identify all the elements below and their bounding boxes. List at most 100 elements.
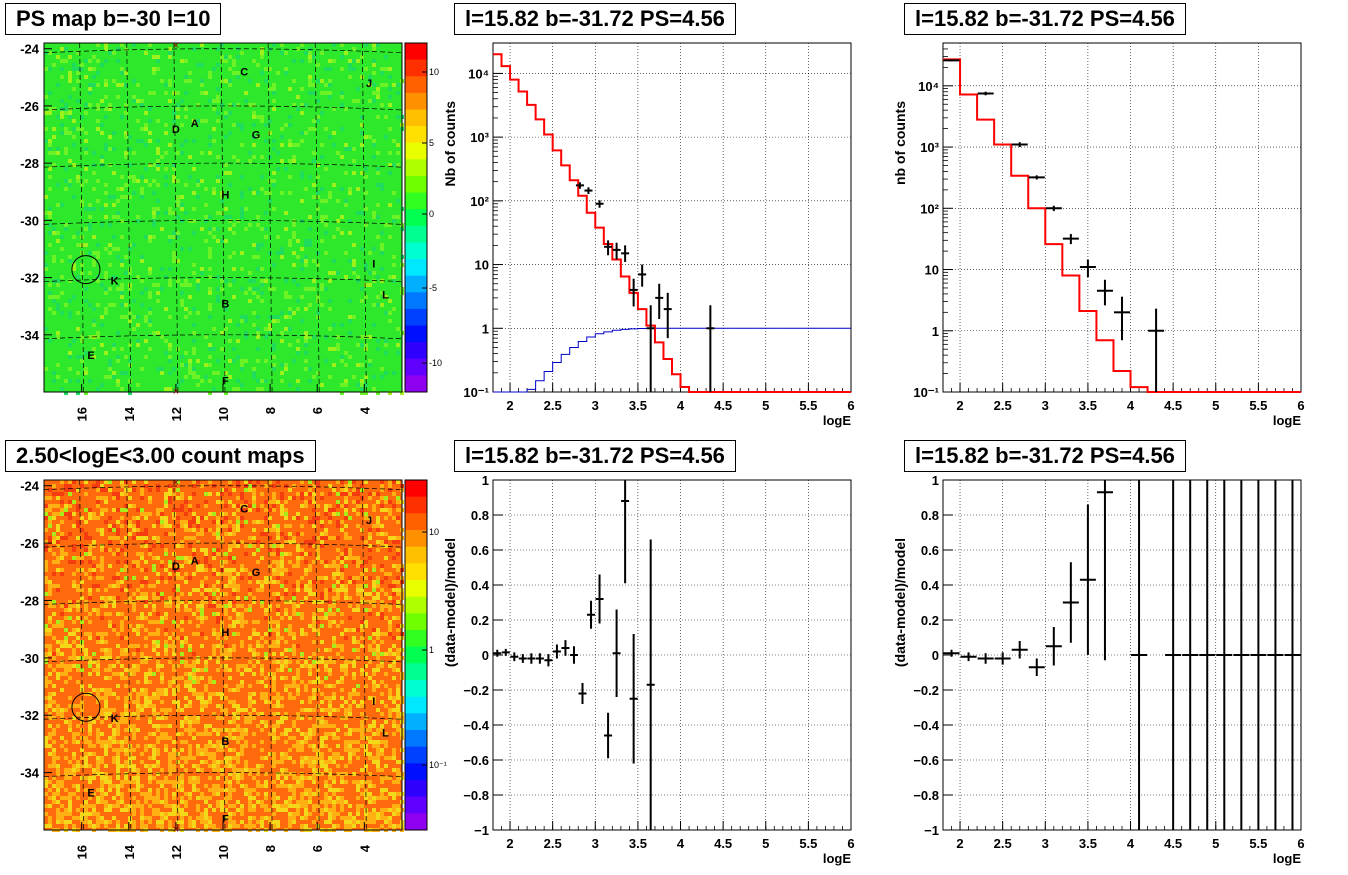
map-pixel — [48, 516, 52, 520]
map-pixel — [256, 632, 260, 636]
map-pixel — [104, 79, 108, 83]
colorbar-swatch — [405, 813, 427, 831]
map-x-tick-label: 6 — [310, 845, 325, 852]
map-pixel — [108, 516, 112, 520]
map-pixel — [48, 508, 52, 512]
map-pixel — [316, 63, 320, 67]
map-pixel — [136, 708, 140, 712]
map-pixel — [92, 720, 96, 724]
map-pixel — [388, 824, 392, 828]
map-pixel — [308, 776, 312, 780]
map-pixel — [52, 584, 56, 588]
map-pixel — [84, 776, 88, 780]
map-pixel — [192, 271, 196, 275]
map-pixel — [328, 708, 332, 712]
map-pixel — [52, 668, 56, 672]
map-pixel — [60, 568, 64, 572]
map-pixel — [44, 708, 48, 712]
map-pixel — [156, 668, 160, 672]
map-pixel — [88, 271, 92, 275]
map-pixel — [164, 748, 168, 752]
map-pixel — [164, 151, 168, 155]
map-pixel — [320, 640, 324, 644]
map-pixel — [72, 488, 76, 492]
map-pixel — [348, 708, 352, 712]
map-pixel — [224, 79, 228, 83]
map-pixel — [300, 664, 304, 668]
map-pixel — [172, 668, 176, 672]
map-pixel — [180, 508, 184, 512]
map-pixel — [128, 287, 132, 291]
map-pixel — [252, 311, 256, 315]
map-pixel — [372, 796, 376, 800]
map-pixel — [396, 776, 400, 780]
map-pixel — [48, 504, 52, 508]
map-pixel — [164, 275, 168, 279]
map-pixel — [264, 640, 268, 644]
map-pixel — [80, 484, 84, 488]
map-pixel — [376, 684, 380, 688]
map-pixel — [240, 744, 244, 748]
map-pixel — [228, 804, 232, 808]
map-pixel — [172, 652, 176, 656]
map-pixel — [212, 692, 216, 696]
map-pixel — [396, 496, 400, 500]
map-pixel — [180, 576, 184, 580]
map-pixel — [128, 672, 132, 676]
map-pixel — [80, 588, 84, 592]
map-pixel — [356, 363, 360, 367]
map-pixel — [272, 580, 276, 584]
map-pixel — [108, 656, 112, 660]
graticule-latitude — [43, 714, 403, 720]
map-pixel — [124, 764, 128, 768]
map-pixel — [204, 660, 208, 664]
map-pixel — [352, 315, 356, 319]
map-pixel — [340, 704, 344, 708]
map-pixel — [104, 95, 108, 99]
map-pixel — [56, 820, 60, 824]
map-pixel — [268, 508, 272, 512]
map-pixel — [188, 311, 192, 315]
map-pixel — [288, 696, 292, 700]
map-pixel — [312, 696, 316, 700]
map-pixel — [380, 664, 384, 668]
map-pixel — [96, 516, 100, 520]
map-pixel — [224, 764, 228, 768]
map-pixel — [80, 804, 84, 808]
map-pixel — [60, 784, 64, 788]
map-pixel — [196, 608, 200, 612]
map-pixel — [72, 628, 76, 632]
map-pixel — [124, 648, 128, 652]
map-pixel — [60, 532, 64, 536]
map-pixel — [316, 804, 320, 808]
map-pixel — [80, 263, 84, 267]
colorbar-swatch — [405, 59, 427, 77]
map-pixel — [180, 540, 184, 544]
map-pixel — [176, 760, 180, 764]
map-pixel — [248, 824, 252, 828]
map-pixel — [296, 668, 300, 672]
map-pixel — [64, 748, 68, 752]
map-pixel — [252, 824, 256, 828]
map-pixel — [116, 331, 120, 335]
map-pixel — [236, 800, 240, 804]
map-pixel — [388, 584, 392, 588]
map-pixel — [260, 824, 264, 828]
map-pixel — [304, 492, 308, 496]
map-pixel — [336, 227, 340, 231]
map-pixel — [220, 644, 224, 648]
map-pixel — [328, 776, 332, 780]
map-pixel — [120, 672, 124, 676]
map-pixel — [292, 143, 296, 147]
map-pixel — [344, 724, 348, 728]
map-pixel — [276, 500, 280, 504]
map-pixel — [208, 740, 212, 744]
map-pixel — [356, 756, 360, 760]
map-pixel — [268, 119, 272, 123]
map-pixel — [264, 235, 268, 239]
map-pixel — [44, 644, 48, 648]
map-pixel — [228, 616, 232, 620]
map-pixel — [104, 500, 108, 504]
map-pixel — [344, 275, 348, 279]
map-pixel — [192, 716, 196, 720]
